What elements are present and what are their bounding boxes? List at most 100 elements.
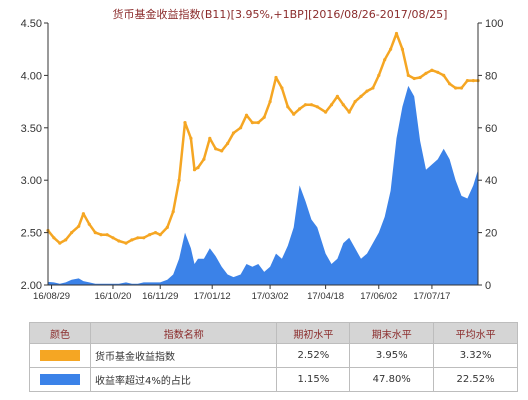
- index-line-point: [142, 236, 146, 240]
- index-line-point: [315, 105, 319, 109]
- index-line-point: [52, 236, 56, 240]
- index-line-point: [58, 241, 62, 245]
- index-line-point: [394, 31, 399, 36]
- end-value: 3.95%: [349, 343, 435, 368]
- index-line-point: [303, 103, 308, 107]
- index-line-point: [442, 73, 446, 77]
- index-line-point: [454, 86, 458, 90]
- index-line-point: [459, 86, 464, 90]
- index-line-point: [298, 107, 302, 111]
- x-tick-label: 17/06/02: [360, 291, 397, 302]
- col-header-avg: 平均水平: [433, 322, 518, 344]
- series-name: 货币基金收益指数: [89, 343, 278, 368]
- chart-canvas: 货币基金收益指数(B11)[3.95%,+1BP][2016/08/26-201…: [21, 7, 504, 302]
- index-line-point: [136, 236, 140, 240]
- index-line-point: [105, 233, 109, 237]
- right-tick-label: 60: [485, 123, 497, 135]
- x-tick-label: 17/03/02: [252, 291, 289, 302]
- index-line-point: [412, 76, 416, 81]
- index-line-point: [436, 70, 440, 74]
- index-line-point: [424, 71, 428, 75]
- index-line-point: [359, 94, 363, 98]
- index-line-point: [448, 82, 452, 86]
- index-line-point: [471, 79, 475, 83]
- right-tick-label: 20: [485, 228, 497, 240]
- avg-value: 22.52%: [433, 367, 518, 392]
- index-line-point: [192, 168, 197, 172]
- index-line-point: [196, 166, 200, 170]
- index-line-point: [231, 131, 236, 135]
- index-line-point: [99, 233, 103, 237]
- index-line-point: [309, 103, 313, 107]
- index-line-point: [111, 236, 115, 240]
- index-line-point: [77, 224, 81, 228]
- index-line-point: [70, 231, 74, 235]
- index-line-point: [371, 86, 375, 90]
- x-tick-label: 16/10/20: [94, 291, 131, 302]
- right-tick-label: 80: [485, 70, 497, 82]
- index-line-point: [81, 212, 85, 216]
- left-tick-label: 4.00: [21, 70, 42, 82]
- index-line-point: [377, 73, 381, 77]
- x-tick-label: 17/07/17: [413, 291, 450, 302]
- x-tick-label: 17/01/12: [194, 291, 231, 302]
- left-tick-label: 2.00: [21, 280, 42, 292]
- index-line-point: [250, 121, 254, 125]
- series-name: 收益率超过4%的占比: [89, 367, 278, 392]
- index-line-point: [341, 103, 345, 107]
- swatch-cell: [29, 367, 91, 392]
- index-line-point: [286, 105, 290, 109]
- index-line-point: [153, 231, 158, 235]
- index-line-point: [335, 94, 339, 98]
- index-line-point: [329, 103, 334, 107]
- orange-swatch: [40, 349, 80, 361]
- index-line-point: [165, 225, 169, 229]
- index-line-point: [202, 157, 206, 161]
- index-line-point: [430, 68, 434, 72]
- index-line-point: [389, 47, 393, 51]
- left-tick-label: 2.50: [21, 228, 42, 240]
- index-line-point: [292, 112, 296, 116]
- right-tick-label: 0: [485, 280, 491, 292]
- index-line-point: [226, 141, 230, 146]
- index-line-point: [158, 233, 162, 237]
- index-line-point: [353, 100, 357, 104]
- x-tick-label: 16/08/29: [33, 291, 70, 302]
- index-line-point: [208, 136, 212, 140]
- index-line-point: [183, 121, 187, 125]
- index-line-point: [244, 113, 249, 117]
- col-header-end: 期末水平: [349, 322, 435, 344]
- index-line-point: [148, 233, 152, 237]
- plot-area: 2.00 2.50 3.00 3.50 4.00 4.50 0 20 40 60 80 100 16/0…: [21, 18, 504, 302]
- left-tick-label: 3.00: [21, 175, 42, 187]
- right-tick-label: 40: [485, 175, 497, 187]
- index-line-point: [171, 210, 175, 214]
- legend-table: 颜色 指数名称 期初水平 期末水平 平均水平 货币基金收益指数 2.52% 3.…: [29, 322, 518, 392]
- right-tick-label: 100: [485, 18, 503, 30]
- left-tick-label: 4.50: [21, 18, 42, 30]
- swatch-cell: [29, 343, 91, 368]
- index-line-point: [214, 147, 218, 151]
- index-line-point: [365, 89, 369, 93]
- index-line-point: [383, 58, 387, 62]
- index-line-point: [177, 178, 181, 182]
- index-line-point: [418, 75, 422, 80]
- index-line-point: [239, 126, 243, 130]
- index-line-point: [124, 241, 128, 245]
- index-line-point: [256, 121, 260, 125]
- x-tick-label: 17/04/18: [307, 291, 344, 302]
- index-line-point: [347, 110, 351, 114]
- col-header-name: 指数名称: [89, 322, 278, 344]
- index-line-point: [268, 100, 272, 104]
- x-tick-label: 16/11/29: [142, 291, 178, 302]
- index-line-point: [280, 86, 284, 90]
- start-value: 1.15%: [276, 367, 351, 392]
- start-value: 2.52%: [276, 343, 351, 368]
- legend-row-index: 货币基金收益指数 2.52% 3.95% 3.32%: [29, 343, 518, 368]
- index-line-point: [324, 110, 328, 114]
- avg-value: 3.32%: [433, 343, 518, 368]
- end-value: 47.80%: [349, 367, 435, 392]
- col-header-color: 颜色: [29, 322, 91, 344]
- index-line-point: [93, 231, 97, 235]
- index-line-point: [406, 73, 410, 77]
